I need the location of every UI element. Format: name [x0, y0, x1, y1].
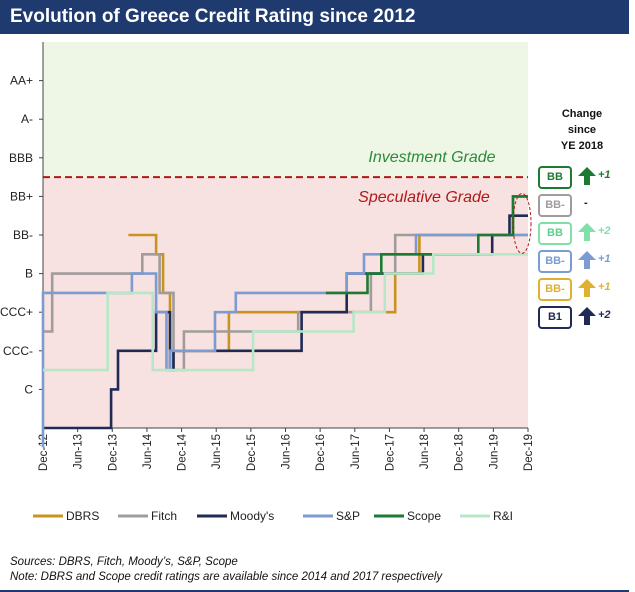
rating-chart: C CCC- CCC+ B BB- BB+ BBB A- AA+ Dec-12 Jun-13 Dec-… — [0, 42, 535, 523]
legend-label-scope: Scope — [407, 509, 441, 523]
series-line-s-p — [41, 233, 528, 448]
chart-title: Evolution of Greece Credit Rating since … — [10, 6, 416, 27]
change-value: +2 — [598, 309, 611, 321]
x-tick-label: Dec-17 — [384, 434, 396, 471]
y-tick-label: BBB — [9, 151, 33, 165]
change-rating-box: BB- — [538, 194, 572, 217]
y-tick-label: C — [24, 382, 33, 396]
speculative-grade-label: Speculative Grade — [358, 189, 490, 206]
investment-grade-label: Investment Grade — [368, 149, 495, 166]
change-row: BB +1 — [538, 166, 634, 189]
y-tick-label: BB- — [13, 228, 33, 242]
x-tick-label: Jun-14 — [142, 433, 154, 469]
x-tick-label: Dec-16 — [315, 434, 327, 471]
y-tick-label: AA+ — [10, 74, 33, 88]
x-tick-label: Jun-13 — [73, 434, 85, 469]
legend-label-s-p: S&P — [336, 509, 360, 523]
footer-note: Note: DBRS and Scope credit ratings are … — [10, 571, 443, 583]
up-arrow-icon — [578, 307, 596, 325]
up-arrow-icon — [578, 279, 596, 297]
change-value: - — [584, 197, 588, 209]
investment-zone — [43, 42, 528, 178]
change-header-2: since — [567, 124, 597, 136]
change-value: +1 — [598, 169, 611, 181]
change-row: BB +2 — [538, 222, 634, 245]
change-value: +1 — [598, 281, 611, 293]
x-tick-label: Jun-16 — [281, 434, 293, 469]
change-header-1: Change — [561, 108, 603, 120]
x-tick-label: Jun-15 — [211, 434, 223, 469]
y-tick-label: BB+ — [10, 189, 33, 203]
x-tick-label: Dec-18 — [454, 434, 466, 471]
x-tick-label: Jun-18 — [419, 434, 431, 469]
footer-sources: Sources: DBRS, Fitch, Moody’s, S&P, Scop… — [10, 556, 238, 568]
y-tick-label: B — [25, 267, 33, 281]
change-rating-box: BB — [538, 222, 572, 245]
x-tick-label: Dec-13 — [107, 434, 119, 471]
latest-highlight-ellipse — [512, 192, 532, 254]
x-tick-label: Jun-19 — [488, 434, 500, 469]
x-tick-label: Dec-15 — [246, 434, 258, 471]
legend-label-r-i: R&I — [493, 509, 513, 523]
up-arrow-icon — [578, 167, 596, 185]
up-arrow-icon — [578, 223, 596, 241]
change-rating-box: BB — [538, 166, 572, 189]
change-value: +2 — [598, 225, 611, 237]
speculative-zone — [43, 177, 528, 428]
series-line-scope — [325, 195, 528, 295]
legend-label-moody-s: Moody's — [230, 509, 274, 523]
y-tick-label: A- — [21, 112, 33, 126]
change-rating-box: BB- — [538, 250, 572, 273]
x-tick-label: Dec-19 — [523, 434, 535, 471]
x-tick-label: Jun-17 — [350, 434, 362, 469]
x-tick-label: Dec-14 — [177, 433, 189, 471]
change-rating-box: B1 — [538, 306, 572, 329]
change-row: BB- - — [538, 194, 634, 217]
change-row: B1 +2 — [538, 306, 634, 329]
x-tick-label: Dec-12 — [38, 434, 50, 471]
change-rating-box: BB- — [538, 278, 572, 301]
change-row: BB- +1 — [538, 278, 634, 301]
change-header-3: YE 2018 — [560, 140, 604, 152]
title-bar: Evolution of Greece Credit Rating since … — [0, 0, 629, 34]
legend-label-fitch: Fitch — [151, 509, 177, 523]
legend-label-dbrs: DBRS — [66, 509, 99, 523]
change-value: +1 — [598, 253, 611, 265]
series-line-moody-s — [43, 214, 528, 430]
series-line-r-i — [43, 253, 528, 372]
up-arrow-icon — [578, 251, 596, 269]
change-row: BB- +1 — [538, 250, 634, 273]
y-tick-label: CCC- — [3, 344, 33, 358]
y-tick-label: CCC+ — [0, 305, 33, 319]
